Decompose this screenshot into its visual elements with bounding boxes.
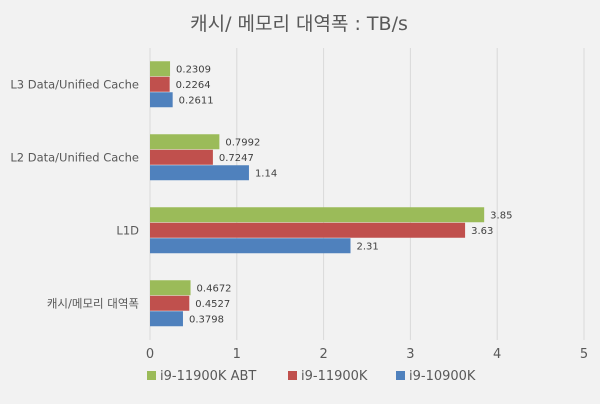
data-label: 0.4672: [197, 284, 232, 295]
data-label: 3.63: [471, 226, 493, 237]
data-label: 2.31: [357, 242, 379, 253]
bar: [150, 92, 173, 108]
category-label: L2 Data/Unified Cache: [10, 151, 139, 165]
data-label: 0.4527: [195, 299, 230, 310]
legend-swatch: [147, 371, 156, 380]
x-tick-label: 0: [146, 347, 154, 362]
x-tick-label: 4: [493, 347, 501, 362]
legend-label: i9-11900K ABT: [160, 369, 256, 384]
bar: [150, 61, 171, 77]
data-label: 0.2264: [176, 80, 211, 91]
bar: [150, 149, 213, 165]
data-label: 0.2611: [179, 96, 214, 107]
bar: [150, 311, 183, 327]
bar: [150, 295, 190, 311]
x-tick-label: 5: [580, 347, 588, 362]
x-tick-label: 2: [319, 347, 327, 362]
bar: [150, 134, 220, 150]
data-label: 0.7992: [225, 138, 260, 149]
x-tick-label: 3: [406, 347, 414, 362]
bar: [150, 165, 249, 181]
category-label: 캐시/메모리 대역폭: [47, 297, 139, 311]
category-label: L1D: [116, 224, 139, 238]
legend-swatch: [288, 371, 297, 380]
bars: [150, 61, 485, 327]
x-axis-ticks: 0 1 2 3 4 5: [146, 347, 588, 362]
legend-label: i9-10900K: [409, 369, 476, 384]
data-label: 3.85: [490, 211, 512, 222]
bar: [150, 76, 170, 92]
data-label: 0.3798: [189, 315, 224, 326]
bar: [150, 280, 191, 296]
data-label: 0.7247: [219, 153, 254, 164]
data-label: 0.2309: [176, 65, 211, 76]
category-label: L3 Data/Unified Cache: [10, 78, 139, 92]
data-label: 1.14: [255, 169, 277, 180]
grid-lines: [149, 48, 585, 340]
x-tick-label: 1: [233, 347, 241, 362]
legend-label: i9-11900K: [301, 369, 368, 384]
category-labels: L3 Data/Unified Cache L2 Data/Unified Cac…: [10, 78, 139, 311]
legend: i9-11900K ABT i9-11900K i9-10900K: [147, 369, 476, 384]
legend-swatch: [396, 371, 405, 380]
bar: [150, 238, 351, 254]
bar: [150, 222, 466, 238]
bar: [150, 207, 485, 223]
chart-title: 캐시/ 메모리 대역폭 : TB/s: [190, 13, 408, 35]
